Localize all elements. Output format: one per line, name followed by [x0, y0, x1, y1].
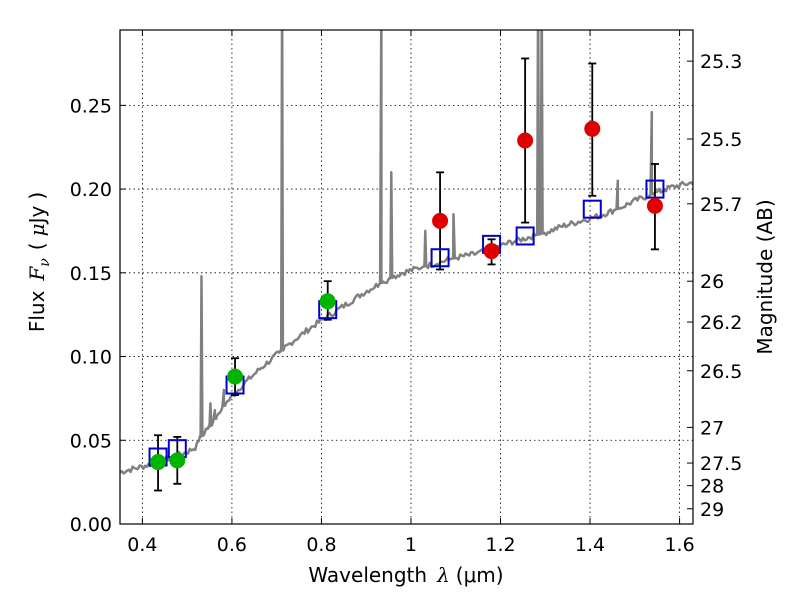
optical-points [150, 293, 336, 471]
y-tick-label: 0.05 [70, 430, 112, 452]
right-tick-label: 26.5 [700, 361, 742, 383]
right-tick-label: 26 [700, 271, 724, 293]
right-tick-label: 27.5 [700, 453, 742, 475]
grid [120, 30, 693, 525]
x-tick-label: 1.6 [664, 534, 694, 556]
x-tick-label: 0.4 [127, 534, 157, 556]
right-tick-label: 27 [700, 417, 724, 439]
x-axis-ticks: 0.4 0.6 0.8 1 1.2 1.4 1.6 [127, 30, 695, 556]
x-tick-label: 1 [405, 534, 417, 556]
model-square [582, 199, 602, 219]
y-axis-ticks: 0.00 0.05 0.10 0.15 0.20 0.25 [70, 95, 126, 536]
y-tick-label: 0.15 [70, 263, 112, 285]
nir-point [483, 243, 500, 260]
nir-point [584, 120, 601, 137]
right-tick-label: 25.5 [700, 129, 742, 151]
y-tick-label: 0.00 [70, 514, 112, 536]
optical-point [227, 368, 244, 385]
right-tick-label: 29 [700, 499, 724, 521]
x-tick-label: 1.2 [485, 534, 515, 556]
optical-point [319, 293, 336, 310]
x-tick-label: 1.4 [575, 534, 605, 556]
y-tick-label: 0.25 [70, 95, 112, 117]
right-tick-label: 26.2 [700, 312, 742, 334]
plot-frame [119, 29, 694, 525]
x-tick-label: 0.8 [306, 534, 336, 556]
right-tick-label: 25.3 [700, 51, 742, 73]
model-square [515, 226, 535, 246]
x-axis-label: Wavelength λ (μm) [308, 563, 503, 587]
right-tick-label: 28 [700, 476, 724, 498]
right-axis-label: Magnitude (AB) [753, 199, 777, 354]
nir-point [646, 197, 663, 214]
y-tick-label: 0.20 [70, 179, 112, 201]
y-axis-label: FluxFν(μJy) [25, 192, 53, 332]
plot-area [120, 30, 693, 524]
nir-point [432, 212, 449, 229]
model-square [430, 248, 450, 268]
nir-points [432, 120, 663, 260]
nir-point [517, 132, 534, 149]
template-spectrum-line [120, 30, 693, 475]
optical-point [150, 454, 167, 471]
x-tick-label: 0.6 [217, 534, 247, 556]
right-tick-label: 25.7 [700, 194, 742, 216]
y-tick-label: 0.10 [70, 347, 112, 369]
model-square [645, 179, 665, 199]
optical-point [169, 452, 186, 469]
